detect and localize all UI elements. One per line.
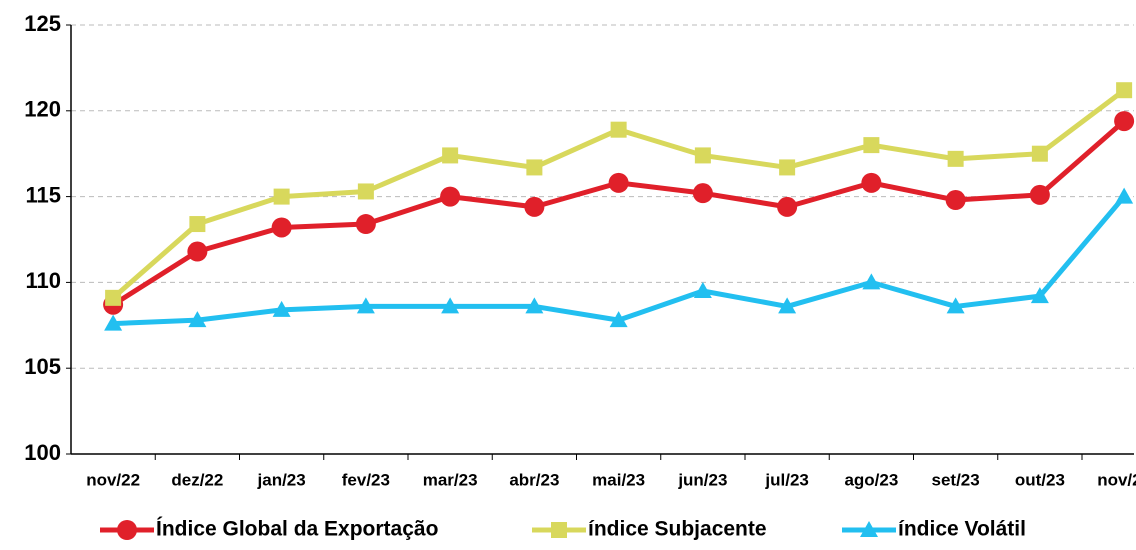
point [608, 172, 629, 193]
point [863, 137, 880, 154]
point [693, 281, 712, 298]
point [440, 186, 461, 207]
point [1029, 184, 1050, 205]
series-line [111, 119, 1126, 307]
point [272, 300, 291, 317]
point [525, 297, 544, 314]
point [441, 297, 460, 314]
x-tick-label: jan/23 [257, 470, 306, 489]
point [609, 311, 628, 328]
point [356, 297, 375, 314]
x-tick-label: abr/23 [509, 470, 559, 489]
point [945, 190, 966, 211]
point [1115, 187, 1134, 204]
x-tick-label: ago/23 [844, 470, 898, 489]
point [1116, 82, 1133, 99]
point [104, 314, 123, 331]
point [357, 183, 374, 200]
point [189, 216, 206, 233]
y-tick-label: 120 [24, 97, 61, 122]
x-tick-label: set/23 [932, 470, 980, 489]
series-line [111, 88, 1126, 300]
x-tick-label: mar/23 [423, 470, 478, 489]
point [694, 147, 711, 164]
x-tick-label: fev/23 [342, 470, 390, 489]
y-tick-label: 105 [24, 354, 61, 379]
x-tick-label: mai/23 [592, 470, 645, 489]
point [778, 297, 797, 314]
point [946, 297, 965, 314]
x-tick-label: jul/23 [764, 470, 808, 489]
point [526, 159, 543, 176]
x-tick-label: out/23 [1015, 470, 1065, 489]
legend-marker [551, 522, 567, 538]
point [442, 147, 459, 164]
point [188, 311, 207, 328]
point [779, 159, 796, 176]
point [1031, 145, 1048, 162]
legend-label: Índice Global da Exportação [156, 518, 438, 541]
x-tick-label: nov/22 [86, 470, 140, 489]
point [271, 217, 292, 238]
x-tick-label: nov/23 [1097, 470, 1136, 489]
point [777, 196, 798, 217]
point [187, 241, 208, 262]
y-tick-label: 100 [24, 440, 61, 465]
x-tick-label: jun/23 [677, 470, 727, 489]
point [273, 188, 290, 205]
y-tick-label: 125 [24, 11, 61, 36]
point [610, 121, 627, 138]
point [1030, 287, 1049, 304]
point [105, 289, 122, 306]
y-tick-label: 110 [26, 268, 62, 293]
point [524, 196, 545, 217]
y-tick-label: 115 [26, 182, 62, 207]
point [862, 273, 881, 290]
point [1114, 111, 1135, 132]
x-tick-label: dez/22 [171, 470, 223, 489]
point [692, 183, 713, 204]
point [947, 150, 964, 167]
point [861, 172, 882, 193]
legend-marker [117, 520, 137, 540]
point [355, 214, 376, 235]
legend-marker [860, 521, 878, 537]
legend-label: índice Volátil [898, 518, 1026, 541]
series-line [113, 194, 1127, 327]
legend-label: índice Subjacente [588, 518, 767, 541]
